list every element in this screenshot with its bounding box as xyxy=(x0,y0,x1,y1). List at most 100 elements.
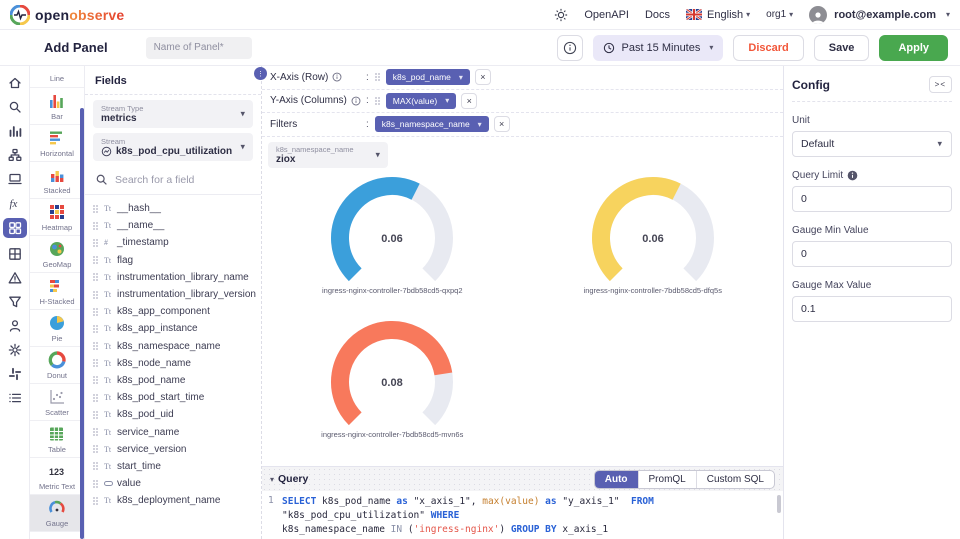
language-selector[interactable]: English ▾ xyxy=(686,9,750,21)
y-axis-remove-button[interactable]: × xyxy=(461,93,477,109)
sidebar-item-list[interactable] xyxy=(4,389,26,406)
gauge-min-input[interactable]: 0 xyxy=(792,241,952,267)
field-item[interactable]: Ttk8s_namespace_name xyxy=(93,338,261,355)
chart-type-geomap[interactable]: GeoMap xyxy=(30,236,84,273)
filter-chip[interactable]: k8s_namespace_name ▾ xyxy=(375,116,489,132)
field-item[interactable]: Ttk8s_pod_name xyxy=(93,372,261,389)
sidebar-item-user[interactable] xyxy=(4,317,26,334)
chart-type-donut[interactable]: Donut xyxy=(30,347,84,384)
drag-handle-icon[interactable] xyxy=(93,308,95,310)
query-tab-auto[interactable]: Auto xyxy=(595,471,639,488)
field-item[interactable]: Ttservice_version xyxy=(93,441,261,458)
sidebar-item-warning-triangle[interactable] xyxy=(4,269,26,286)
sidebar-item-bar-chart[interactable] xyxy=(4,122,26,139)
query-tab-promql[interactable]: PromQL xyxy=(639,471,697,488)
sidebar-item-home[interactable] xyxy=(4,74,26,91)
query-limit-input[interactable]: 0 xyxy=(792,186,952,212)
sidebar-item-gear[interactable] xyxy=(4,341,26,358)
field-item[interactable]: Ttk8s_app_component xyxy=(93,303,261,320)
stream-type-select[interactable]: Stream Type metrics ▾ xyxy=(93,100,253,128)
openapi-link[interactable]: OpenAPI xyxy=(584,9,629,21)
sidebar-item-filter-funnel[interactable] xyxy=(4,293,26,310)
sidebar-item-table-grid[interactable] xyxy=(4,245,26,262)
time-range-selector[interactable]: Past 15 Minutes ▾ xyxy=(593,35,723,61)
drag-handle-icon[interactable] xyxy=(93,428,95,430)
field-item[interactable]: Ttk8s_deployment_name xyxy=(93,492,261,509)
field-item[interactable]: Ttk8s_app_instance xyxy=(93,320,261,337)
y-axis-chip[interactable]: MAX(value) ▾ xyxy=(386,93,456,109)
drag-handle-icon[interactable] xyxy=(93,445,95,447)
field-item[interactable]: Ttservice_name xyxy=(93,423,261,440)
chart-type-table[interactable]: Table xyxy=(30,421,84,458)
drag-handle-icon[interactable] xyxy=(93,497,95,499)
gauge-max-input[interactable]: 0.1 xyxy=(792,296,952,322)
docs-link[interactable]: Docs xyxy=(645,9,670,21)
collapse-caret-icon[interactable]: ▾ xyxy=(270,475,274,484)
drag-handle-icon[interactable] xyxy=(93,359,95,361)
panel-info-button[interactable] xyxy=(557,35,583,61)
sidebar-item-dashboard-grid[interactable] xyxy=(3,218,27,238)
splitter-handle[interactable]: ⋮ xyxy=(254,67,267,80)
drag-handle-icon[interactable] xyxy=(93,462,95,464)
dark-mode-toggle-icon[interactable] xyxy=(554,8,568,22)
sidebar-item-share-nodes[interactable] xyxy=(4,146,26,163)
drag-handle-icon[interactable] xyxy=(93,480,95,482)
unit-select[interactable]: Default ▾ xyxy=(792,131,952,157)
query-tab-custom-sql[interactable]: Custom SQL xyxy=(697,471,774,488)
field-item[interactable]: Ttstart_time xyxy=(93,458,261,475)
x-axis-chip[interactable]: k8s_pod_name ▾ xyxy=(386,69,470,85)
stream-select[interactable]: Stream k8s_pod_cpu_utilization ▾ xyxy=(93,133,253,161)
field-item[interactable]: #_timestamp xyxy=(93,234,261,251)
drag-handle-icon[interactable] xyxy=(93,222,95,224)
sidebar-item-flow[interactable] xyxy=(4,365,26,382)
drag-handle-icon[interactable] xyxy=(93,394,95,396)
chart-type-stacked[interactable]: Stacked xyxy=(30,162,84,199)
save-button[interactable]: Save xyxy=(814,35,870,61)
drag-handle-icon[interactable] xyxy=(93,376,95,378)
drag-handle-icon[interactable] xyxy=(375,97,377,99)
chart-type-line[interactable]: Line xyxy=(30,66,84,88)
chart-type-scrollbar[interactable] xyxy=(80,108,84,539)
drag-handle-icon[interactable] xyxy=(93,291,95,293)
drag-handle-icon[interactable] xyxy=(93,325,95,327)
panel-name-input[interactable] xyxy=(146,37,252,59)
field-item[interactable]: Ttk8s_pod_uid xyxy=(93,406,261,423)
drag-handle-icon[interactable] xyxy=(93,411,95,413)
drag-handle-icon[interactable] xyxy=(375,73,377,75)
drag-handle-icon[interactable] xyxy=(93,256,95,258)
namespace-filter-select[interactable]: k8s_namespace_name ziox ▾ xyxy=(268,142,388,168)
chart-type-metric-text[interactable]: 123Metric Text xyxy=(30,458,84,495)
drag-handle-icon[interactable] xyxy=(93,239,95,241)
config-collapse-button[interactable]: >< xyxy=(929,76,952,93)
field-item[interactable]: Ttinstrumentation_library_version xyxy=(93,286,261,303)
drag-handle-icon[interactable] xyxy=(93,205,95,207)
field-search[interactable]: Search for a field xyxy=(85,165,261,195)
user-menu[interactable]: root@example.com ▾ xyxy=(809,6,950,24)
chart-type-horizontal[interactable]: Horizontal xyxy=(30,125,84,162)
sql-editor[interactable]: 1 SELECT k8s_pod_name as "x_axis_1", max… xyxy=(262,491,783,539)
chart-type-scatter[interactable]: Scatter xyxy=(30,384,84,421)
editor-scrollbar[interactable] xyxy=(777,495,781,513)
field-item[interactable]: Tt__hash__ xyxy=(93,200,261,217)
drag-handle-icon[interactable] xyxy=(93,342,95,344)
field-item[interactable]: value xyxy=(93,475,261,492)
sidebar-item-search[interactable] xyxy=(4,98,26,115)
sidebar-item-function[interactable]: fx xyxy=(4,194,26,211)
field-item[interactable]: Ttk8s_pod_start_time xyxy=(93,389,261,406)
field-item[interactable]: Ttinstrumentation_library_name xyxy=(93,269,261,286)
apply-button[interactable]: Apply xyxy=(879,35,948,61)
chart-type-bar[interactable]: Bar xyxy=(30,88,84,125)
discard-button[interactable]: Discard xyxy=(733,35,803,61)
field-item[interactable]: Tt__name__ xyxy=(93,217,261,234)
field-item[interactable]: Ttflag xyxy=(93,252,261,269)
chart-type-h-stacked[interactable]: H-Stacked xyxy=(30,273,84,310)
x-axis-remove-button[interactable]: × xyxy=(475,69,491,85)
filter-remove-button[interactable]: × xyxy=(494,116,510,132)
org-selector[interactable]: org1 ▾ xyxy=(766,9,793,20)
sidebar-item-laptop[interactable] xyxy=(4,170,26,187)
chart-type-heatmap[interactable]: Heatmap xyxy=(30,199,84,236)
chart-type-pie[interactable]: Pie xyxy=(30,310,84,347)
drag-handle-icon[interactable] xyxy=(93,273,95,275)
chart-type-gauge[interactable]: Gauge xyxy=(30,495,84,532)
field-item[interactable]: Ttk8s_node_name xyxy=(93,355,261,372)
